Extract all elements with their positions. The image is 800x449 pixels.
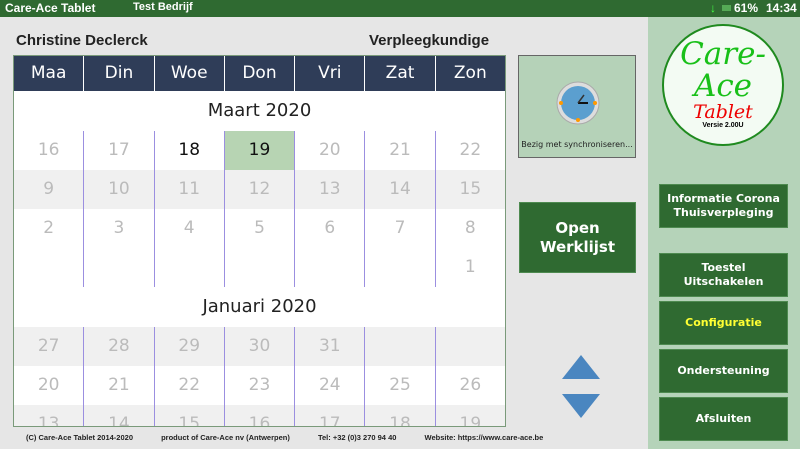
day-cell[interactable] bbox=[295, 248, 366, 287]
day-cell[interactable]: 22 bbox=[459, 140, 482, 160]
day-cell[interactable]: 20 bbox=[14, 366, 85, 405]
week-row: 20 21 22 23 24 25 26 bbox=[14, 366, 505, 405]
care-ace-logo: Care- Ace Tablet Versie 2.00U bbox=[662, 24, 784, 146]
day-cell[interactable]: 17 bbox=[84, 131, 155, 170]
week-row: 9 10 11 12 13 14 15 bbox=[14, 170, 505, 209]
footer-website: Website: https://www.care-ace.be bbox=[424, 433, 544, 442]
week-row: 16 17 18 19 20 21 22 bbox=[14, 131, 505, 170]
day-cell[interactable]: 26 bbox=[459, 375, 482, 395]
day-cell[interactable] bbox=[225, 248, 296, 287]
day-cell[interactable]: 12 bbox=[225, 170, 296, 209]
day-cell[interactable]: 29 bbox=[155, 327, 225, 366]
logo-line1: Care- bbox=[680, 36, 766, 72]
footer: (C) Care-Ace Tablet 2014-2020 product of… bbox=[26, 433, 569, 442]
user-name: Christine Declerck bbox=[16, 32, 148, 49]
day-cell[interactable]: 20 bbox=[295, 131, 366, 170]
footer-tel: Tel: +32 (0)3 270 94 40 bbox=[317, 433, 397, 442]
week-row: 1 bbox=[14, 248, 505, 287]
day-cell[interactable]: 31 bbox=[295, 327, 366, 366]
clock: 14:34 bbox=[766, 1, 797, 15]
day-cell[interactable]: 7 bbox=[365, 209, 436, 248]
open-worklist-button[interactable]: Open Werklijst bbox=[519, 202, 636, 273]
weekday-label: Maa bbox=[14, 56, 85, 91]
day-cell[interactable]: 25 bbox=[365, 366, 436, 405]
day-cell[interactable]: 9 bbox=[14, 170, 85, 209]
day-cell[interactable]: 6 bbox=[295, 209, 366, 248]
day-cell[interactable]: 16 bbox=[225, 405, 296, 426]
day-cell[interactable]: 28 bbox=[84, 327, 155, 366]
day-cell[interactable] bbox=[365, 327, 436, 366]
weekday-label: Din bbox=[84, 56, 155, 91]
info-corona-button[interactable]: Informatie Corona Thuisverpleging bbox=[659, 184, 788, 228]
weekday-label: Zat bbox=[365, 56, 436, 91]
day-cell[interactable]: 23 bbox=[225, 366, 296, 405]
logo-version: Versie 2.00U bbox=[702, 122, 744, 129]
day-cell[interactable]: 2 bbox=[14, 209, 85, 248]
battery-level: 61% bbox=[734, 1, 759, 15]
day-cell[interactable]: 19 bbox=[459, 414, 482, 427]
company-name: Test Bedrijf bbox=[133, 1, 193, 13]
shutdown-button[interactable]: Toestel Uitschakelen bbox=[659, 253, 788, 297]
day-cell[interactable]: 15 bbox=[459, 179, 482, 199]
clock-icon bbox=[556, 81, 600, 125]
scroll-up-arrow-icon[interactable] bbox=[562, 355, 600, 379]
exit-button[interactable]: Afsluiten bbox=[659, 397, 788, 441]
top-status-bar: Care-Ace Tablet Test Bedrijf ↓ 61% 14:34 bbox=[0, 0, 800, 17]
day-cell[interactable]: 11 bbox=[155, 170, 225, 209]
download-icon: ↓ bbox=[710, 1, 716, 15]
month-title: Januari 2020 bbox=[14, 287, 505, 327]
week-row: 27 28 29 30 31 bbox=[14, 327, 505, 366]
weekday-label: Zon bbox=[453, 63, 487, 83]
battery-icon bbox=[722, 5, 731, 11]
day-cell[interactable]: 1 bbox=[464, 257, 476, 277]
day-cell[interactable]: 16 bbox=[14, 131, 85, 170]
calendar: Maa Din Woe Don Vri Zat Zon Maart 2020 16 17 18 19 2… bbox=[13, 55, 506, 427]
weekday-label: Woe bbox=[155, 56, 225, 91]
day-cell[interactable]: 14 bbox=[84, 405, 155, 426]
sync-status[interactable]: Bezig met synchroniseren... bbox=[518, 55, 636, 158]
day-cell[interactable]: 13 bbox=[14, 405, 85, 426]
footer-copyright: (C) Care-Ace Tablet 2014-2020 bbox=[26, 433, 133, 442]
logo-line2: Ace bbox=[693, 68, 753, 104]
weekday-label: Don bbox=[225, 56, 296, 91]
day-cell[interactable]: 21 bbox=[365, 131, 436, 170]
weekday-label: Vri bbox=[295, 56, 366, 91]
week-row: 13 14 15 16 17 18 19 bbox=[14, 405, 505, 427]
day-cell[interactable] bbox=[84, 248, 155, 287]
support-button[interactable]: Ondersteuning bbox=[659, 349, 788, 393]
month-title: Maart 2020 bbox=[14, 91, 505, 131]
day-cell[interactable] bbox=[436, 327, 505, 366]
app-title: Care-Ace Tablet bbox=[5, 1, 96, 15]
day-cell[interactable]: 14 bbox=[365, 170, 436, 209]
day-cell[interactable]: 27 bbox=[14, 327, 85, 366]
day-cell[interactable]: 18 bbox=[155, 131, 225, 170]
configuration-button[interactable]: Configuratie bbox=[659, 301, 788, 345]
day-cell[interactable] bbox=[365, 248, 436, 287]
day-cell[interactable]: 13 bbox=[295, 170, 366, 209]
day-cell[interactable]: 19 bbox=[224, 131, 296, 170]
user-role: Verpleegkundige bbox=[369, 32, 490, 49]
day-cell[interactable]: 24 bbox=[295, 366, 366, 405]
weekday-header: Maa Din Woe Don Vri Zat Zon bbox=[14, 56, 505, 91]
day-cell[interactable] bbox=[14, 248, 85, 287]
day-cell[interactable]: 5 bbox=[225, 209, 296, 248]
day-cell[interactable]: 15 bbox=[155, 405, 225, 426]
day-cell[interactable]: 4 bbox=[155, 209, 225, 248]
day-cell[interactable]: 30 bbox=[225, 327, 296, 366]
scroll-down-arrow-icon[interactable] bbox=[562, 394, 600, 418]
day-cell[interactable] bbox=[155, 248, 225, 287]
day-cell[interactable]: 17 bbox=[295, 405, 366, 426]
day-cell[interactable]: 3 bbox=[84, 209, 155, 248]
day-cell[interactable]: 21 bbox=[84, 366, 155, 405]
day-cell[interactable]: 22 bbox=[155, 366, 225, 405]
day-cell[interactable]: 8 bbox=[464, 218, 476, 238]
day-cell[interactable]: 10 bbox=[84, 170, 155, 209]
logo-line3: Tablet bbox=[693, 101, 753, 123]
sync-label: Bezig met synchroniseren... bbox=[521, 140, 633, 149]
footer-product: product of Care-Ace nv (Antwerpen) bbox=[161, 433, 290, 442]
day-cell[interactable]: 18 bbox=[365, 405, 436, 426]
